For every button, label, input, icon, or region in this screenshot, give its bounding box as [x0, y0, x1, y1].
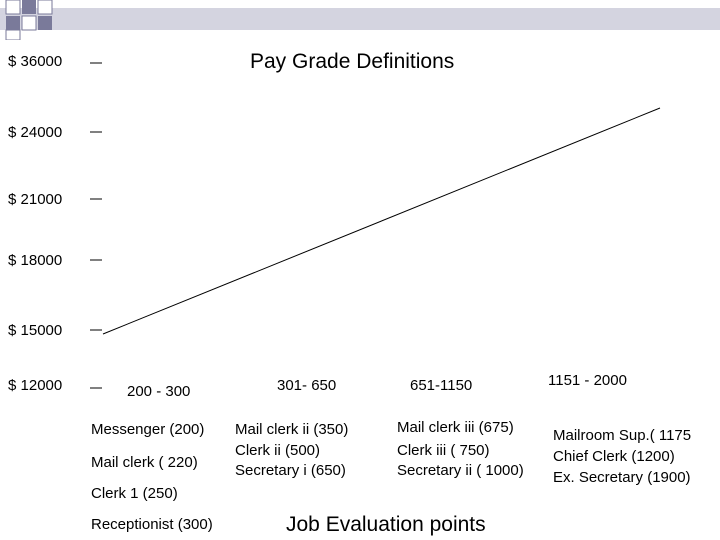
job-item: Mailroom Sup.( 1175 [553, 427, 692, 444]
x-axis-title: Job Evaluation points [286, 513, 486, 536]
job-item: Secretary i (650) [235, 462, 346, 479]
job-item: Clerk iii ( 750) [397, 442, 490, 459]
y-tick-label: $ 36000 [8, 53, 63, 70]
header-square [37, 0, 53, 15]
x-range-label: 200 - 300 [127, 383, 191, 400]
chart-title: Pay Grade Definitions [250, 50, 455, 73]
job-item: Clerk ii (500) [235, 442, 321, 459]
job-item: Mail clerk iii (675) [397, 419, 514, 436]
y-tick-label: $ 12000 [8, 377, 63, 394]
job-item: Chief Clerk (1200) [553, 448, 675, 465]
header-square [5, 29, 21, 40]
job-item: Messenger (200) [91, 421, 205, 438]
header-bar [0, 8, 720, 30]
job-item: Receptionist (300) [91, 516, 213, 533]
y-tick-label: $ 18000 [8, 252, 63, 269]
header-square [5, 0, 21, 15]
x-range-label: 651-1150 [410, 377, 473, 394]
y-tick-label: $ 21000 [8, 191, 63, 208]
x-range-label: 1151 - 2000 [548, 372, 627, 389]
job-item: Mail clerk ii (350) [235, 421, 349, 438]
header-square [21, 15, 37, 31]
y-tick-label: $ 15000 [8, 322, 63, 339]
x-range-label: 301- 650 [277, 377, 337, 394]
job-item: Clerk 1 (250) [91, 485, 178, 502]
job-item: Secretary ii ( 1000) [397, 462, 524, 479]
job-item: Mail clerk ( 220) [91, 454, 198, 471]
header-decoration [0, 0, 720, 40]
job-item: Ex. Secretary (1900) [553, 469, 691, 486]
header-square [6, 16, 20, 30]
header-square [22, 0, 36, 14]
pay-grade-line [102, 107, 661, 335]
y-tick-label: $ 24000 [8, 124, 63, 141]
header-square [38, 16, 52, 30]
